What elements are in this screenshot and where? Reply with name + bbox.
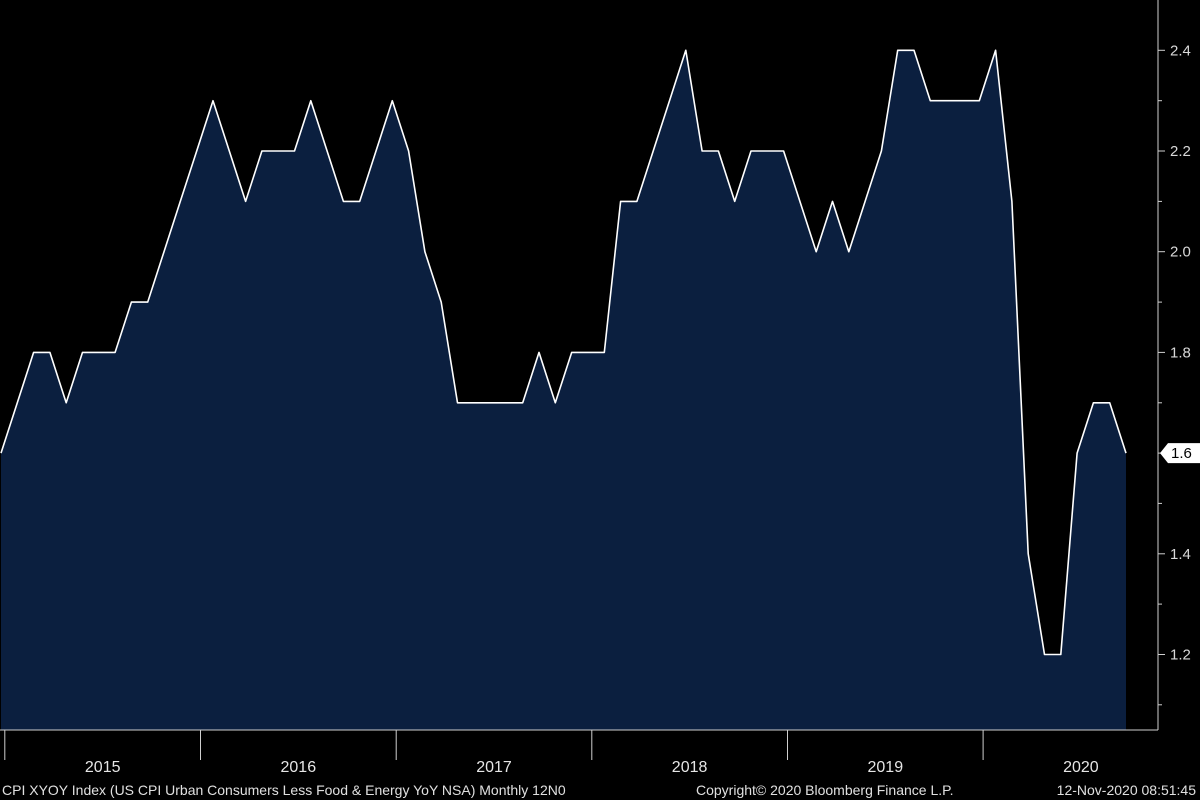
series-area	[1, 50, 1126, 731]
y-tick-label: 1.8	[1170, 344, 1191, 361]
x-tick-label-year: 2018	[672, 759, 708, 776]
x-tick-label-year: 2017	[476, 759, 512, 776]
x-tick-label-year: 2020	[1063, 759, 1099, 776]
footer-copyright: Copyright© 2020 Bloomberg Finance L.P.	[696, 782, 954, 798]
last-value-label: 1.6	[1171, 445, 1192, 462]
area-layer	[0, 49, 1127, 731]
footer-timestamp: 12-Nov-2020 08:51:45	[1057, 782, 1197, 798]
y-tick-label: 2.4	[1170, 42, 1191, 59]
last-value-flag	[1160, 443, 1200, 464]
footer: CPI XYOY Index (US CPI Urban Consumers L…	[2, 782, 1196, 798]
series-line	[0, 49, 1127, 656]
y-tick-label: 2.0	[1170, 244, 1191, 261]
x-tick-label-year: 2019	[868, 759, 904, 776]
footer-ticker: CPI XYOY Index (US CPI Urban Consumers L…	[2, 782, 566, 798]
x-tick-label-year: 2016	[281, 759, 317, 776]
x-tick-label-year: 2015	[85, 759, 121, 776]
y-tick-label: 1.2	[1170, 647, 1191, 664]
y-tick-label: 1.4	[1170, 546, 1191, 563]
label-layer: 1.2 1.4 1.8 2.0 2.2 2.4 1.6 2015 2016 2017 2018 201…	[85, 42, 1200, 776]
axis-layer	[0, 0, 1165, 760]
y-tick-label: 2.2	[1170, 143, 1191, 160]
